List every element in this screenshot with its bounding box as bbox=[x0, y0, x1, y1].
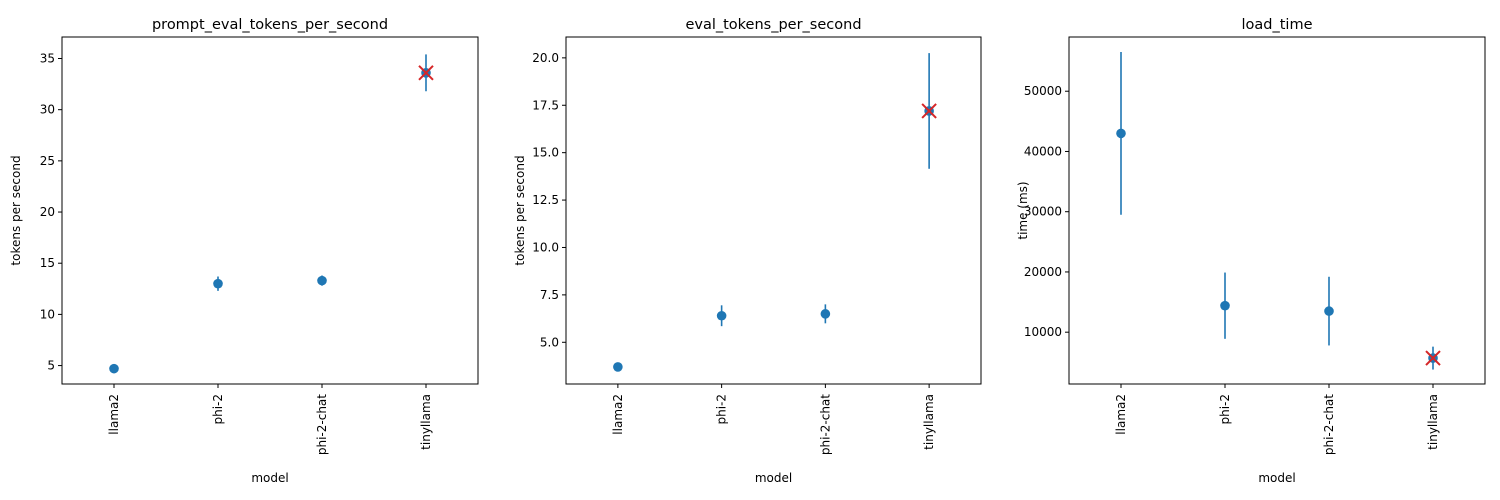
x-axis-label: model bbox=[1258, 471, 1295, 485]
y-tick-label: 5 bbox=[47, 359, 55, 373]
y-tick-label: 20 bbox=[40, 205, 55, 219]
x-tick-label: phi-2 bbox=[715, 394, 729, 425]
x-axis-label: model bbox=[251, 471, 288, 485]
x-tick-label: tinyllama bbox=[922, 394, 936, 450]
y-tick-label: 10.0 bbox=[532, 240, 559, 254]
y-axis-label: tokens per second bbox=[513, 155, 527, 265]
y-tick-label: 15 bbox=[40, 256, 55, 270]
highlight-x-marker bbox=[418, 65, 434, 81]
y-tick-label: 17.5 bbox=[532, 98, 559, 112]
data-point bbox=[820, 309, 831, 319]
data-point bbox=[213, 278, 223, 289]
y-tick-label: 40000 bbox=[1024, 144, 1062, 158]
data-point bbox=[317, 275, 327, 286]
x-tick-label: tinyllama bbox=[1426, 394, 1440, 450]
y-tick-label: 35 bbox=[40, 51, 55, 65]
data-point bbox=[109, 363, 119, 374]
x-tick-label: phi-2 bbox=[211, 394, 225, 425]
chart-title: eval_tokens_per_second bbox=[685, 17, 861, 33]
y-tick-label: 25 bbox=[40, 154, 55, 168]
y-tick-label: 50000 bbox=[1024, 84, 1062, 98]
y-tick-label: 30000 bbox=[1024, 205, 1062, 219]
axes-frame bbox=[61, 36, 479, 385]
y-tick-label: 30 bbox=[40, 103, 55, 117]
x-tick-label: phi-2-chat bbox=[315, 394, 329, 455]
y-tick-label: 7.5 bbox=[540, 288, 559, 302]
x-tick-label: phi-2-chat bbox=[1322, 394, 1336, 455]
data-point bbox=[716, 310, 727, 321]
x-tick-label: phi-2-chat bbox=[818, 394, 832, 455]
x-tick-label: tinyllama bbox=[419, 394, 433, 450]
x-axis-label: model bbox=[755, 471, 792, 485]
axes-frame bbox=[1068, 36, 1486, 385]
y-tick-label: 5.0 bbox=[540, 335, 559, 349]
y-axis-label: time (ms) bbox=[1016, 181, 1030, 239]
x-tick-label: llama2 bbox=[107, 394, 121, 435]
data-point bbox=[1116, 128, 1126, 139]
highlight-x-marker bbox=[921, 103, 937, 119]
y-axis-label: tokens per second bbox=[9, 155, 23, 265]
chart-title: prompt_eval_tokens_per_second bbox=[152, 17, 388, 33]
highlight-x-marker bbox=[1425, 350, 1441, 366]
y-tick-label: 20000 bbox=[1024, 265, 1062, 279]
x-tick-label: llama2 bbox=[611, 394, 625, 435]
y-tick-label: 15.0 bbox=[532, 146, 559, 160]
data-point bbox=[1220, 300, 1230, 311]
y-tick-label: 12.5 bbox=[532, 193, 559, 207]
axes-frame bbox=[565, 36, 982, 385]
chart-title: load_time bbox=[1242, 17, 1313, 33]
data-point bbox=[1324, 306, 1334, 316]
data-point bbox=[613, 362, 623, 372]
y-tick-label: 10 bbox=[40, 307, 55, 321]
x-tick-label: phi-2 bbox=[1218, 394, 1232, 425]
x-tick-label: llama2 bbox=[1114, 394, 1128, 435]
y-tick-label: 20.0 bbox=[532, 51, 559, 65]
y-tick-label: 10000 bbox=[1024, 325, 1062, 339]
